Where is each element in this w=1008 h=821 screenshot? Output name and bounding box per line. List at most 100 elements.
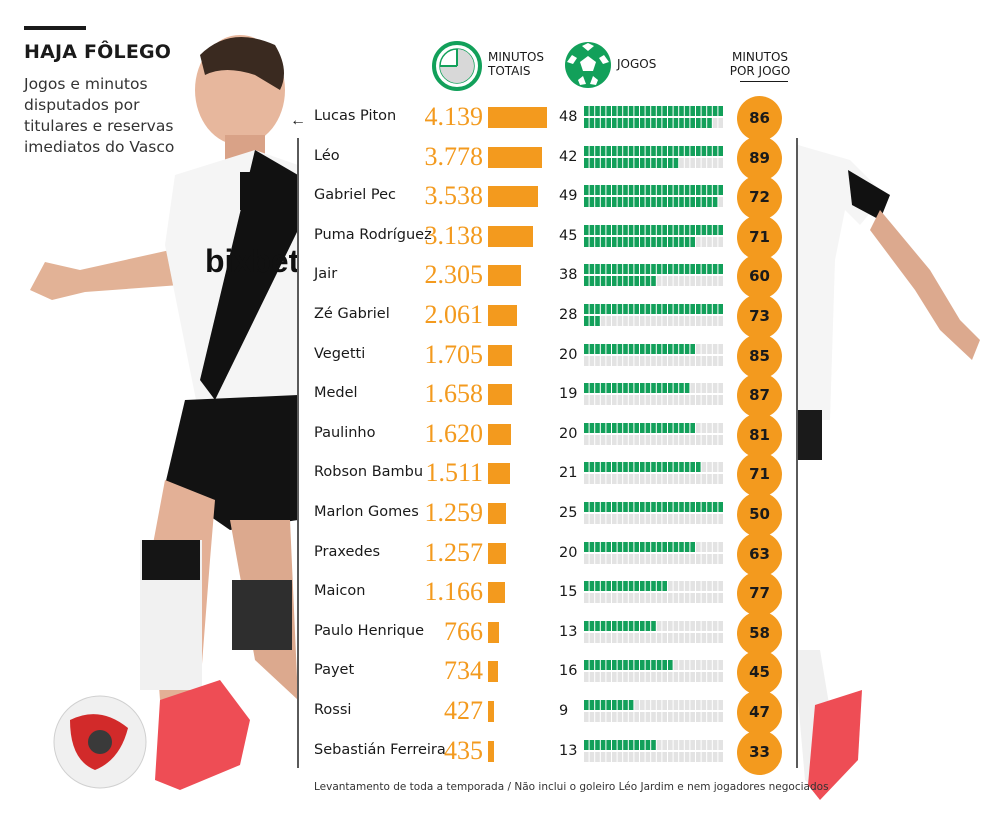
game-cell — [662, 712, 667, 722]
game-cell — [628, 541, 634, 552]
game-cell — [606, 118, 611, 128]
game-cell — [600, 276, 606, 287]
game-cell — [623, 422, 628, 433]
game-cell — [712, 434, 718, 445]
game-cell — [628, 422, 634, 433]
game-cell — [668, 118, 673, 128]
game-cell — [656, 541, 662, 552]
game-cell — [718, 185, 723, 196]
game-cell — [606, 383, 611, 394]
game-cell — [589, 355, 595, 366]
game-cell — [668, 106, 673, 116]
game-cell — [690, 422, 695, 433]
game-cell — [679, 224, 684, 235]
game-cell — [600, 700, 606, 710]
game-cell — [684, 276, 690, 287]
game-cell — [679, 316, 684, 326]
game-cell — [628, 502, 634, 512]
game-cell — [645, 422, 651, 433]
game-cell — [600, 553, 606, 564]
game-cell — [656, 236, 662, 247]
game-cell — [595, 514, 600, 524]
game-cell — [656, 660, 662, 671]
game-cell — [673, 395, 679, 406]
game-cell — [696, 434, 701, 445]
game-cell — [651, 434, 656, 445]
game-cell — [690, 224, 695, 235]
game-cell — [701, 106, 707, 116]
game-cell — [606, 185, 611, 196]
game-cell — [707, 751, 712, 762]
game-cell — [628, 434, 634, 445]
game-cell — [651, 157, 656, 168]
game-cell — [673, 316, 679, 326]
game-cell — [690, 118, 695, 128]
game-cell — [651, 502, 656, 512]
game-cell — [707, 316, 712, 326]
games-value: 20 — [559, 425, 578, 442]
game-cell — [651, 185, 656, 196]
minutes-total-value: 3.138 — [424, 220, 484, 250]
game-cell — [634, 739, 639, 750]
game-cell — [595, 620, 600, 631]
game-cell — [712, 502, 718, 512]
game-cell — [606, 106, 611, 116]
game-cell — [584, 434, 589, 445]
game-cell — [589, 383, 595, 394]
game-cell — [696, 304, 701, 314]
game-cell — [696, 620, 701, 631]
game-cell — [662, 739, 667, 750]
minutes-per-game-badge: 89 — [737, 135, 782, 181]
game-cell — [712, 118, 718, 128]
game-cell — [628, 224, 634, 235]
game-cell — [656, 700, 662, 710]
game-cell — [696, 462, 701, 473]
game-cell — [712, 712, 718, 722]
game-cell — [645, 553, 651, 564]
game-cell — [673, 620, 679, 631]
game-cell — [634, 700, 639, 710]
game-cell — [701, 502, 707, 512]
game-cell — [589, 157, 595, 168]
minutes-bar — [488, 146, 542, 168]
game-cell — [628, 474, 634, 485]
game-cell — [701, 514, 707, 524]
table-row: Praxedes 1.257 20 63 — [0, 531, 1008, 577]
game-cell — [684, 383, 690, 394]
minutes-per-game-badge: 47 — [737, 690, 782, 735]
game-cell — [668, 502, 673, 512]
game-cell — [718, 514, 723, 524]
game-cell — [690, 581, 695, 592]
game-cell — [656, 712, 662, 722]
game-cell — [612, 264, 617, 275]
game-cell — [645, 197, 651, 208]
game-cell — [617, 581, 623, 592]
game-cell — [645, 751, 651, 762]
game-cell — [600, 145, 606, 156]
game-cell — [684, 632, 690, 643]
game-cell — [584, 672, 589, 683]
game-cell — [679, 514, 684, 524]
minutes-bar — [488, 621, 499, 643]
game-cell — [640, 581, 645, 592]
game-cell — [712, 276, 718, 287]
game-cell — [651, 316, 656, 326]
game-cell — [606, 672, 611, 683]
game-cell — [645, 316, 651, 326]
game-cell — [656, 343, 662, 354]
game-cell — [662, 632, 667, 643]
game-cell — [651, 514, 656, 524]
game-cell — [584, 660, 589, 671]
game-cell — [645, 343, 651, 354]
game-cell — [718, 145, 723, 156]
game-cell — [701, 197, 707, 208]
game-cell — [690, 304, 695, 314]
game-cell — [673, 434, 679, 445]
game-cell — [696, 316, 701, 326]
game-cell — [600, 395, 606, 406]
minutes-per-game-value: 85 — [749, 346, 770, 365]
game-cell — [589, 474, 595, 485]
game-cell — [600, 197, 606, 208]
game-cell — [617, 660, 623, 671]
game-cell — [684, 672, 690, 683]
